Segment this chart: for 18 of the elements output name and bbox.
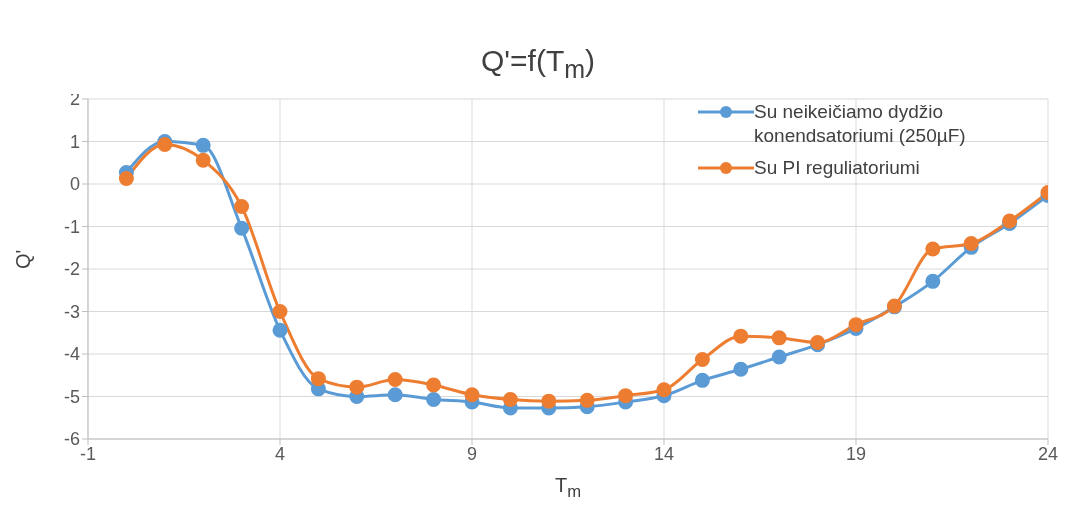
legend-label: Su PI reguliatoriumi (754, 156, 920, 180)
x-tick-label: 19 (845, 443, 867, 464)
y-tick-label: -1 (63, 216, 80, 237)
x-tick-label: 24 (1037, 443, 1059, 464)
x-axis-title: T$_{m}$ (553, 474, 583, 502)
y-tick-label: -2 (63, 259, 80, 280)
x-tick-label: 4 (274, 443, 286, 464)
chart-title: Q'=f(T$_{m}$) (480, 44, 596, 83)
y-tick-label: -5 (63, 386, 80, 407)
x-tick-label: 9 (466, 443, 478, 464)
x-tick-label: 14 (653, 443, 675, 464)
y-axis-title: Q' (12, 249, 35, 269)
y-tick-label: -4 (63, 344, 80, 365)
y-tick-label: 0 (69, 174, 80, 195)
legend-label: Su neikeičiamo dydžio konendsatoriumi (250µF) (754, 100, 967, 148)
y-tick-label: -3 (63, 301, 80, 322)
y-tick-label: 1 (69, 131, 80, 152)
y-tick-label: -6 (63, 429, 80, 450)
